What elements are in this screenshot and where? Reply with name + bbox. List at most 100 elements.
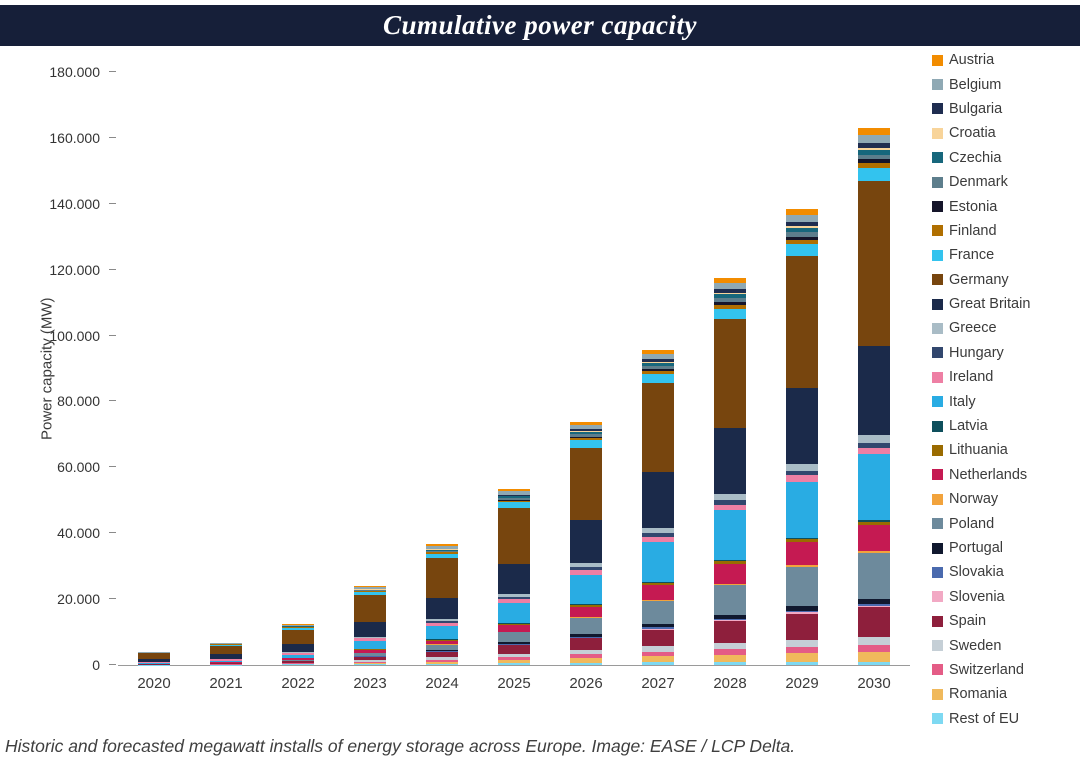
y-tick-label: 0 <box>92 657 100 673</box>
bar-segment-2027-france <box>642 374 674 384</box>
bar-segment-2029-greece <box>786 463 818 471</box>
bar-segment-2026-slovenia <box>570 637 602 639</box>
bar-segment-2023-italy <box>354 641 386 650</box>
x-tick-label-2027: 2027 <box>641 675 675 692</box>
legend-item-ireland: Ireland <box>932 365 1080 389</box>
bar-segment-2026-greece <box>570 562 602 568</box>
bar-segment-2029-poland <box>786 566 818 607</box>
bar-segment-2024-estonia <box>426 551 458 553</box>
bar-segment-2029-bulgaria <box>786 222 818 227</box>
bar-segment-2030-finland <box>858 162 890 168</box>
bar-segment-2026-latvia <box>570 604 602 605</box>
bar-segment-2029-ireland <box>786 475 818 482</box>
bar-2025 <box>498 72 530 665</box>
bar-segment-2028-austria <box>714 277 746 283</box>
bar-segment-2028-croatia <box>714 293 746 295</box>
bar-segment-2029-spain <box>786 613 818 640</box>
bar-segment-2030-poland <box>858 553 890 600</box>
bar-segment-2025-netherlands <box>498 625 530 632</box>
bar-segment-2027-denmark <box>642 366 674 370</box>
bar-segment-2028-great-britain <box>714 428 746 494</box>
legend-item-switzerland: Switzerland <box>932 658 1080 682</box>
bar-segment-2022-switzerland <box>282 663 314 665</box>
legend-item-bulgaria: Bulgaria <box>932 97 1080 121</box>
bar-segment-2021-italy <box>210 660 242 663</box>
bar-segment-2026-poland <box>570 617 602 635</box>
bar-segment-2021-spain <box>210 663 242 664</box>
bar-segment-2025-estonia <box>498 499 530 501</box>
bar-segment-2029-finland <box>786 239 818 245</box>
bar-segment-2023-denmark <box>354 590 386 592</box>
caption: Historic and forecasted megawatt install… <box>5 736 796 756</box>
bar-segment-2025-rest-of-eu <box>498 663 530 665</box>
legend-label: Italy <box>949 393 976 410</box>
bar-segment-2024-great-britain <box>426 597 458 620</box>
bar-segment-2030-romania <box>858 651 890 662</box>
bar-segment-2030-netherlands <box>858 525 890 552</box>
bar-segment-2023-finland <box>354 591 386 593</box>
bar-segment-2029-netherlands <box>786 542 818 566</box>
legend-label: Latvia <box>949 418 988 435</box>
bar-segment-2028-lithuania <box>714 561 746 565</box>
bar-segment-2025-germany <box>498 508 530 565</box>
bar-segment-2023-switzerland <box>354 661 386 664</box>
bar-segment-2028-italy <box>714 510 746 560</box>
bar-segment-2026-france <box>570 440 602 448</box>
bar-segment-2023-germany <box>354 595 386 622</box>
bar-segment-2025-lithuania <box>498 623 530 626</box>
bar-segment-2024-italy <box>426 626 458 640</box>
bar-segment-2030-belgium <box>858 134 890 144</box>
bar-segment-2028-hungary <box>714 500 746 505</box>
bar-segment-2028-denmark <box>714 298 746 303</box>
legend-label: Great Britain <box>949 296 1031 313</box>
bar-segment-2027-latvia <box>642 581 674 583</box>
bar-segment-2027-estonia <box>642 369 674 372</box>
bar-segment-2024-belgium <box>426 545 458 549</box>
legend-swatch-icon <box>932 225 943 237</box>
bar-segment-2025-great-britain <box>498 564 530 594</box>
bar-segment-2025-denmark <box>498 497 530 500</box>
bars-container <box>118 72 910 665</box>
bar-segment-2024-austria <box>426 543 458 546</box>
legend-label: Slovenia <box>949 588 1005 605</box>
legend-swatch-icon <box>932 371 943 383</box>
bar-segment-2027-romania <box>642 656 674 663</box>
bar-column-2030 <box>838 72 910 665</box>
x-tick-label-2022: 2022 <box>281 675 315 692</box>
bar-segment-2027-sweden <box>642 646 674 652</box>
bar-segment-2028-netherlands <box>714 564 746 584</box>
plot-area <box>118 72 910 666</box>
bar-segment-2030-germany <box>858 180 890 346</box>
bar-column-2023 <box>334 72 406 665</box>
bar-segment-2028-latvia <box>714 559 746 562</box>
bar-segment-2029-romania <box>786 653 818 662</box>
bar-2027 <box>642 72 674 665</box>
bar-column-2029 <box>766 72 838 665</box>
bar-segment-2029-switzerland <box>786 647 818 654</box>
bar-segment-2027-portugal <box>642 624 674 628</box>
bar-segment-2028-slovakia <box>714 618 746 621</box>
bar-segment-2021-germany <box>210 645 242 654</box>
y-tick-mark <box>109 400 116 402</box>
bar-2023 <box>354 72 386 665</box>
bar-segment-2023-sweden <box>354 660 386 662</box>
legend-swatch-icon <box>932 152 943 164</box>
bar-segment-2023-czechia <box>354 589 386 591</box>
bar-segment-2028-romania <box>714 654 746 662</box>
bar-segment-2024-denmark <box>426 550 458 552</box>
bar-segment-2028-ireland <box>714 504 746 511</box>
bar-segment-2027-ireland <box>642 536 674 543</box>
bar-segment-2025-italy <box>498 603 530 624</box>
bar-2022 <box>282 72 314 665</box>
bar-2021 <box>210 72 242 665</box>
bar-segment-2029-denmark <box>786 232 818 237</box>
y-tick-mark <box>109 202 116 204</box>
bar-segment-2024-czechia <box>426 549 458 551</box>
bar-segment-2028-bulgaria <box>714 289 746 294</box>
bar-segment-2030-croatia <box>858 147 890 150</box>
legend-swatch-icon <box>932 664 943 676</box>
bar-segment-2030-italy <box>858 454 890 521</box>
bar-segment-2028-poland <box>714 585 746 615</box>
bar-2020 <box>138 72 170 665</box>
legend-swatch-icon <box>932 542 943 554</box>
